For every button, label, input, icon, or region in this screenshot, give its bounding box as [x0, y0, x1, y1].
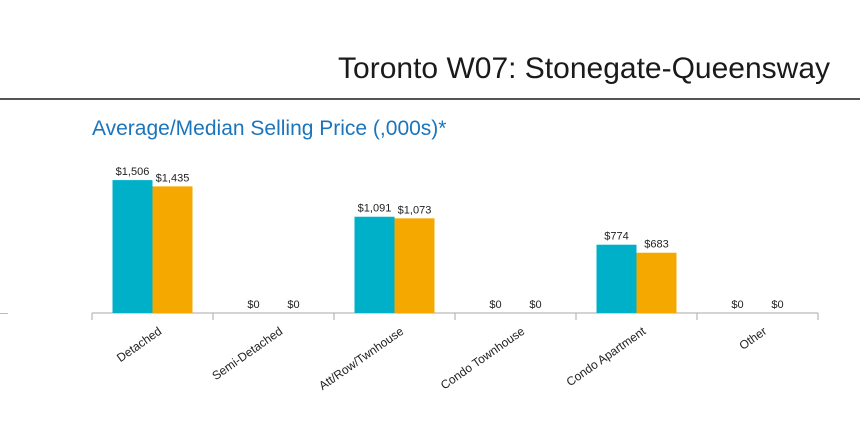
category-label: Semi-Detached: [209, 324, 285, 383]
bar-value-label: $0: [287, 299, 299, 311]
bar-value-label: $0: [771, 299, 783, 311]
category-label: Att/Row/Twnhouse: [316, 324, 406, 393]
bar: [636, 252, 677, 313]
bar-value-label: $1,091: [358, 203, 392, 215]
axis-stub: [0, 313, 8, 314]
page-title: Toronto W07: Stonegate-Queensway: [338, 52, 830, 85]
bar: [152, 186, 193, 313]
bar: [354, 216, 395, 313]
chart-title: Average/Median Selling Price (,000s)*: [92, 117, 447, 140]
category-label: Other: [737, 324, 770, 353]
bar-value-label: $1,435: [156, 172, 190, 184]
title-divider: [0, 98, 860, 100]
category-label: Condo Apartment: [564, 324, 649, 389]
bar-value-label: $0: [529, 299, 541, 311]
bar-value-label: $0: [731, 299, 743, 311]
category-label: Detached: [114, 324, 164, 365]
category-label: Condo Townhouse: [438, 324, 528, 393]
bar: [596, 244, 637, 313]
bar-value-label: $1,073: [398, 204, 432, 216]
bar: [394, 218, 435, 313]
bar-value-label: $683: [644, 239, 668, 251]
bar-value-label: $0: [489, 299, 501, 311]
bar-value-label: $774: [604, 231, 628, 243]
bar-value-label: $0: [247, 299, 259, 311]
bar: [112, 180, 153, 313]
bar-value-label: $1,506: [116, 166, 150, 178]
